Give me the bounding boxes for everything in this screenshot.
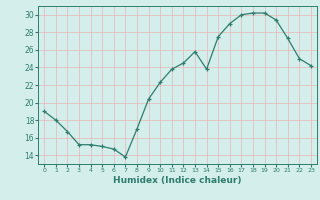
X-axis label: Humidex (Indice chaleur): Humidex (Indice chaleur): [113, 176, 242, 185]
